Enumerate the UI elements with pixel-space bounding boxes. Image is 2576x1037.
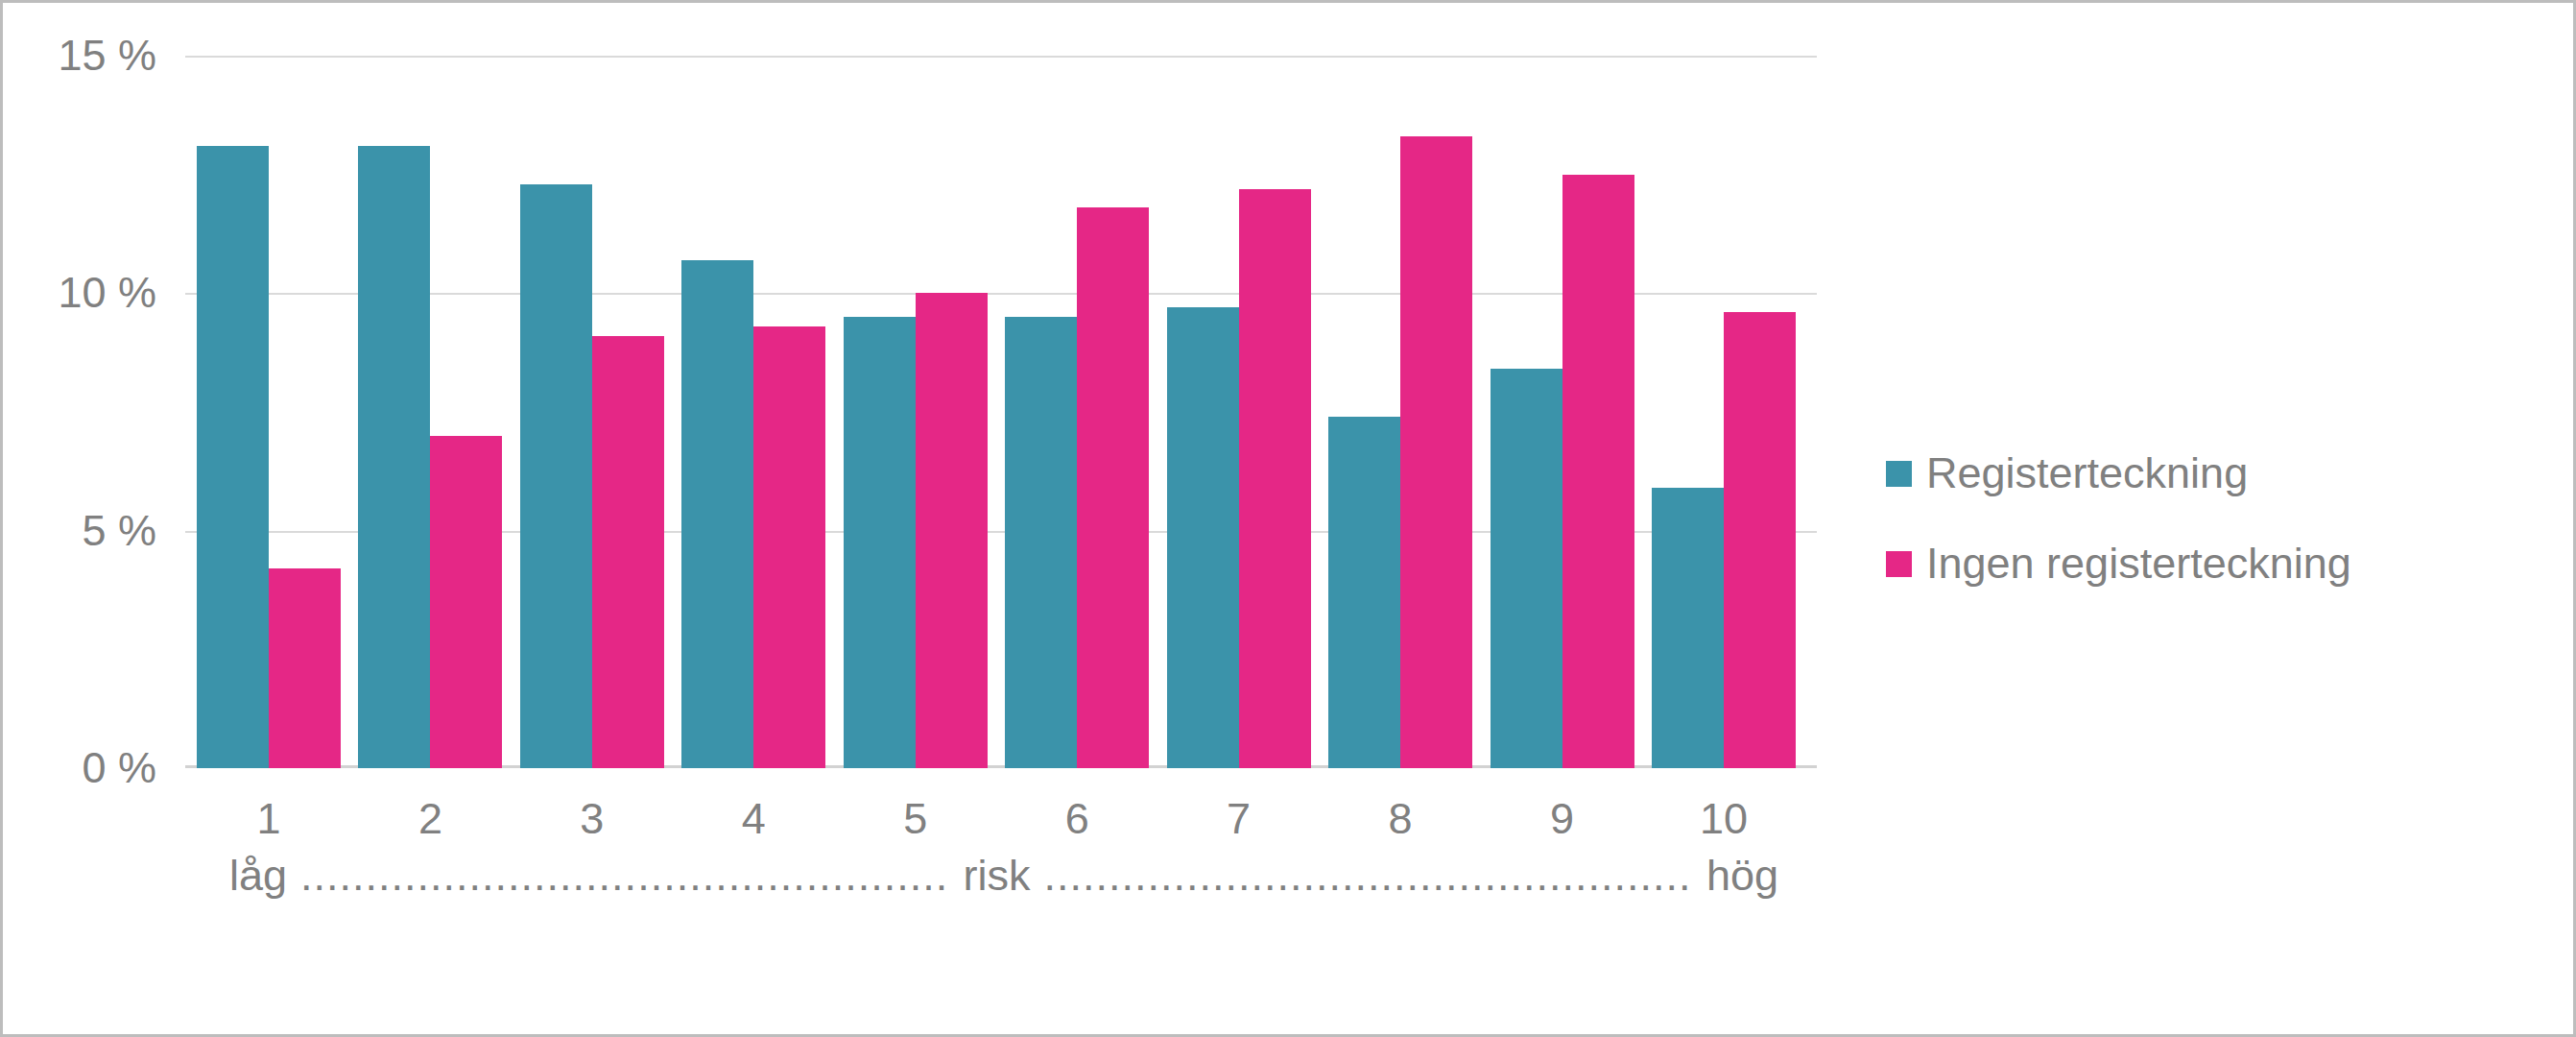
y-axis-label: 0 %	[30, 743, 156, 793]
y-axis-label: 10 %	[30, 268, 156, 318]
chart-frame: 15 % 10 % 5 % 0 % 123456789 10 låg .........…	[0, 0, 2576, 1037]
x-tick-label: 2	[358, 794, 502, 844]
x-range-leader-left: ........................................…	[300, 850, 949, 902]
bar-registerteckning	[1005, 317, 1077, 768]
bar-group-3	[520, 56, 664, 768]
bar-ingen-registerteckning	[592, 336, 664, 768]
bar-ingen-registerteckning	[1239, 189, 1311, 768]
x-tick-label: 3	[520, 794, 664, 844]
x-tick-label: 4	[681, 794, 825, 844]
x-range-label-high: hög	[1706, 850, 1778, 902]
x-tick-label: 10	[1652, 794, 1796, 844]
bar-ingen-registerteckning	[1077, 207, 1149, 768]
bar-registerteckning	[358, 146, 430, 768]
bar-group-8	[1328, 56, 1472, 768]
bar-group-10	[1652, 56, 1796, 768]
legend-item-ingen-registerteckning: Ingen registerteckning	[1886, 537, 2351, 591]
x-tick-label: 7	[1167, 794, 1311, 844]
x-tick-label: 6	[1005, 794, 1149, 844]
x-tick-label: 9	[1491, 794, 1634, 844]
bar-ingen-registerteckning	[269, 568, 341, 768]
plot-area	[185, 56, 1817, 768]
bar-group-4	[681, 56, 825, 768]
bar-registerteckning	[1167, 307, 1239, 768]
x-tick-label: 5	[844, 794, 988, 844]
bar-group-2	[358, 56, 502, 768]
bar-ingen-registerteckning	[430, 436, 502, 768]
x-range-label-low: låg	[229, 850, 287, 902]
bar-ingen-registerteckning	[916, 293, 988, 768]
x-range-leader-right: ........................................…	[1043, 850, 1692, 902]
bar-ingen-registerteckning	[1400, 136, 1472, 768]
bar-registerteckning	[1328, 417, 1400, 768]
legend-swatch-icon	[1886, 551, 1912, 577]
bars	[185, 56, 1817, 768]
x-axis-ticks: 123456789 10	[185, 794, 1817, 844]
x-tick-label: 1	[197, 794, 341, 844]
bar-registerteckning	[1491, 369, 1562, 768]
bar-group-6	[1005, 56, 1149, 768]
bar-registerteckning	[197, 146, 269, 768]
bar-group-9	[1491, 56, 1634, 768]
bar-group-5	[844, 56, 988, 768]
bar-registerteckning	[844, 317, 916, 768]
x-axis-range-label: låg ....................................…	[185, 850, 1817, 902]
bar-group-1	[197, 56, 341, 768]
bar-registerteckning	[520, 184, 592, 768]
legend: Registerteckning Ingen registerteckning	[1886, 446, 2351, 627]
bar-group-7	[1167, 56, 1311, 768]
y-axis: 15 % 10 % 5 % 0 %	[30, 3, 156, 1034]
bar-ingen-registerteckning	[1562, 175, 1634, 768]
legend-label: Ingen registerteckning	[1926, 537, 2351, 591]
y-axis-label: 5 %	[30, 506, 156, 556]
x-range-label-risk: risk	[964, 850, 1031, 902]
legend-label: Registerteckning	[1926, 446, 2248, 500]
y-axis-label: 15 %	[30, 31, 156, 81]
legend-item-registerteckning: Registerteckning	[1886, 446, 2351, 500]
bar-registerteckning	[681, 260, 753, 768]
bar-ingen-registerteckning	[753, 326, 825, 768]
x-tick-label: 8	[1328, 794, 1472, 844]
bar-ingen-registerteckning	[1724, 312, 1796, 768]
legend-swatch-icon	[1886, 461, 1912, 487]
bar-registerteckning	[1652, 488, 1724, 768]
